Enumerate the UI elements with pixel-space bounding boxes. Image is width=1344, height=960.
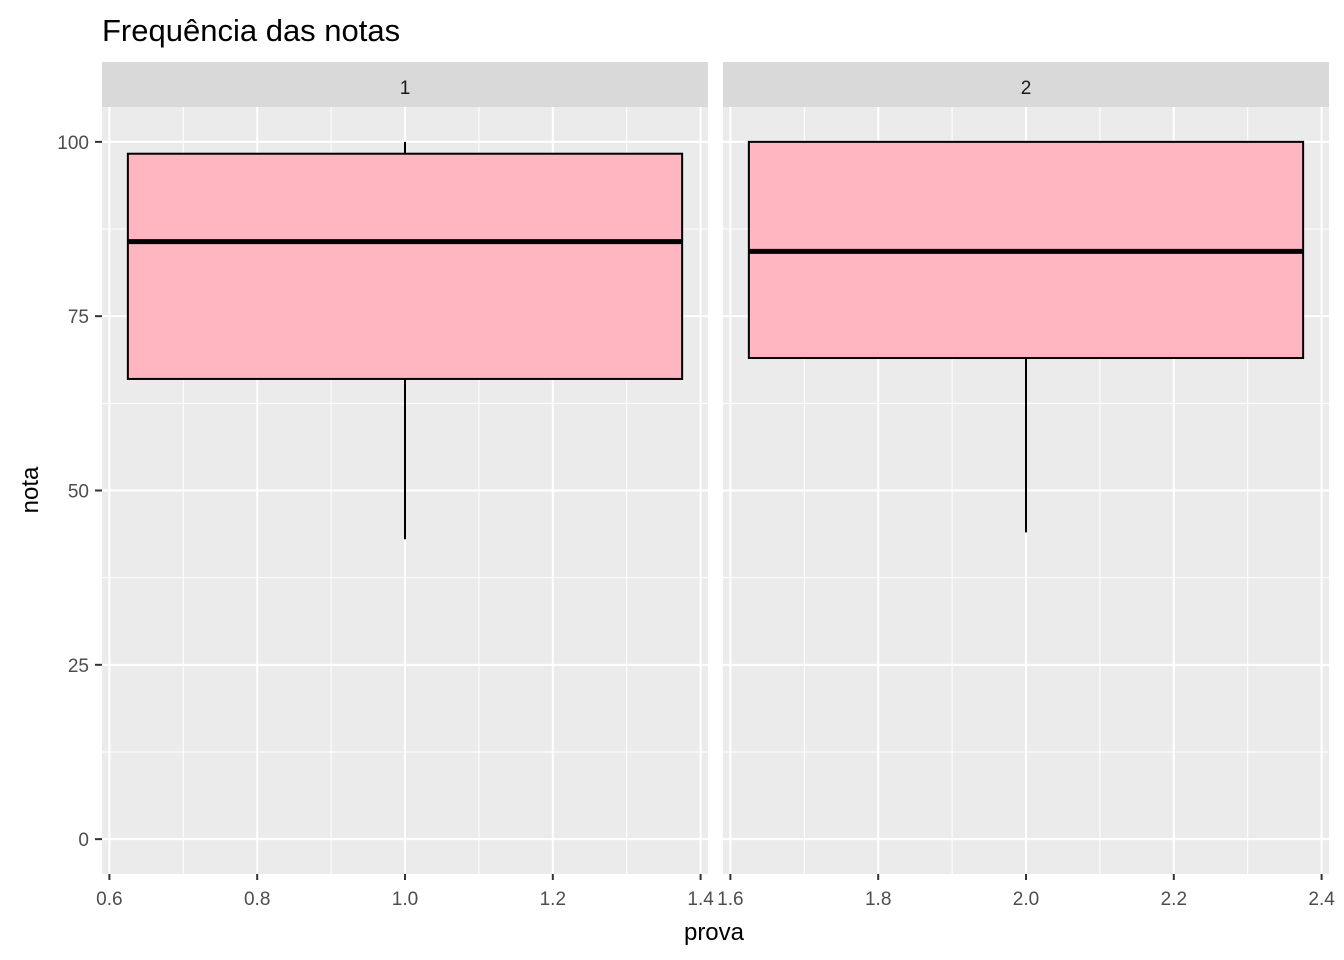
x-axes: 0.6 0.8 1.0 1.2 1.4 1.6 1.8 2.0 2.2 2.4 [96,874,1335,910]
y-tick-label: 50 [68,482,89,503]
y-tick-label: 25 [68,656,89,677]
x-tick-label: 1.6 [717,889,743,910]
x-tick-label: 2.4 [1308,889,1335,910]
box-iqr [126,152,684,380]
y-tick-label: 100 [57,133,89,154]
facet-strip [102,62,708,107]
y-axis: 0 25 50 75 100 [57,133,102,851]
facet-strip-label: 1 [400,78,411,99]
facet-strip [723,62,1329,107]
x-tick-label: 0.8 [244,889,270,910]
x-tick-label: 0.6 [96,889,122,910]
facet-strip-label: 2 [1021,78,1032,99]
chart-title: Frequência das notas [102,13,400,48]
x-axis-title: prova [684,919,745,946]
y-tick-label: 75 [68,307,89,328]
x-tick-label: 1.8 [865,889,891,910]
x-tick-label: 2.2 [1161,889,1187,910]
x-tick-label: 1.0 [392,889,418,910]
x-tick-label: 2.0 [1013,889,1039,910]
y-axis-title: nota [17,466,44,513]
x-tick-label: 1.4 [687,889,714,910]
x-tick-label: 1.2 [540,889,566,910]
facet-panel-2: 2 [723,62,1329,874]
y-tick-label: 0 [78,830,89,851]
facet-panel-1: 1 [102,62,708,874]
